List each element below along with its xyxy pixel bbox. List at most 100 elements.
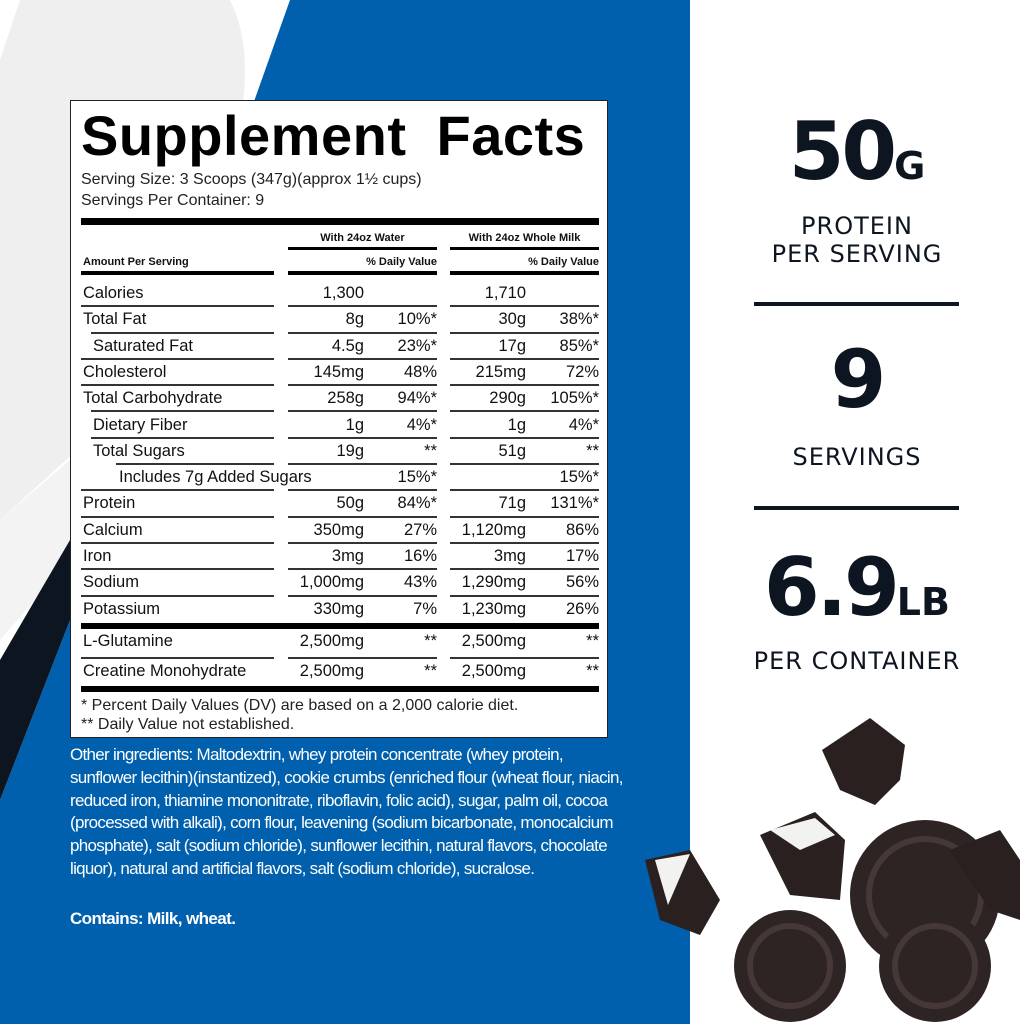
row-divider xyxy=(288,331,437,334)
servings-value: 9 xyxy=(830,333,887,426)
divider xyxy=(288,271,437,275)
amount-milk: 1,290mg xyxy=(461,573,526,592)
dv-header-water: % Daily Value xyxy=(366,256,437,268)
row-divider xyxy=(81,541,274,544)
row-divider xyxy=(450,656,599,659)
row-divider xyxy=(450,568,599,571)
dv-water: 10%* xyxy=(397,310,437,329)
protein-label-2: PER SERVING xyxy=(771,240,943,268)
nutrient-name: Total Carbohydrate xyxy=(83,389,223,408)
amount-milk: 2,500mg xyxy=(461,632,526,650)
row-divider xyxy=(450,384,599,387)
dv-water: 7% xyxy=(413,599,437,618)
nutrient-name: Total Fat xyxy=(83,310,147,329)
divider xyxy=(81,271,274,275)
dv-water: 23%* xyxy=(397,336,437,355)
amount-water: 350mg xyxy=(313,520,364,539)
row-divider xyxy=(450,305,599,308)
row-divider xyxy=(450,489,599,492)
weight-stat: 6.9LB xyxy=(700,548,1014,628)
servings-label: SERVINGS xyxy=(792,443,922,471)
allergen-statement: Contains: Milk, wheat. xyxy=(70,909,236,928)
row-divider xyxy=(288,656,437,659)
nutrient-name: Creatine Monohydrate xyxy=(83,661,247,680)
dv-milk: 72% xyxy=(565,362,599,381)
amount-milk: 290g xyxy=(489,389,526,408)
amount-milk: 17g xyxy=(498,336,526,355)
divider-thick xyxy=(81,218,599,225)
amount-milk: 71g xyxy=(498,494,526,513)
row-divider xyxy=(81,656,274,659)
row-divider xyxy=(450,357,599,360)
row-divider xyxy=(450,541,599,544)
other-ingredients: Other ingredients: Maltodextrin, whey pr… xyxy=(70,745,623,878)
dv-milk: 38%* xyxy=(559,310,599,329)
dv-milk: 131%* xyxy=(550,494,599,513)
navy-stripe xyxy=(0,540,70,800)
row-divider xyxy=(91,410,274,413)
amount-water: 1,300 xyxy=(322,284,364,302)
row-divider xyxy=(288,463,437,466)
protein-unit: G xyxy=(894,144,926,188)
row-divider xyxy=(81,594,274,597)
dv-milk: 26% xyxy=(565,599,599,618)
nutrient-row: Cholesterol 145mg 48% 215mg 72% xyxy=(71,360,609,387)
nutrient-name: Saturated Fat xyxy=(93,336,193,355)
amount-water: 50g xyxy=(336,494,364,513)
amount-water: 1g xyxy=(345,415,364,434)
dv-water: 84%* xyxy=(397,494,437,513)
amount-water: 3mg xyxy=(331,547,364,565)
amount-milk: 51g xyxy=(498,441,526,460)
row-divider xyxy=(450,436,599,439)
amount-water: 258g xyxy=(327,389,364,408)
row-divider xyxy=(288,515,437,518)
nutrient-row: Iron 3mg 16% 3mg 17% xyxy=(71,544,609,571)
divider-thick xyxy=(81,686,599,692)
dv-header-milk: % Daily Value xyxy=(528,256,599,268)
nutrient-name: Potassium xyxy=(83,599,161,618)
cookie-image xyxy=(645,718,1020,1022)
nutrient-name: Protein xyxy=(83,494,136,513)
row-divider xyxy=(91,436,274,439)
row-divider xyxy=(288,436,437,439)
dv-milk: ** xyxy=(586,661,599,680)
nutrient-name: Includes 7g Added Sugars xyxy=(119,468,312,487)
row-divider xyxy=(288,541,437,544)
nutrient-name: L-Glutamine xyxy=(83,632,173,650)
row-divider xyxy=(450,594,599,597)
row-divider xyxy=(288,594,437,597)
nutrient-row: Includes 7g Added Sugars 15%* 15%* xyxy=(71,465,609,492)
nutrient-row: Protein 50g 84%* 71g 131%* xyxy=(71,491,609,518)
dv-water: 48% xyxy=(403,362,437,381)
divider xyxy=(450,247,599,250)
amount-water: 8g xyxy=(345,310,364,329)
nutrient-row: L-Glutamine 2,500mg ** 2,500mg ** xyxy=(71,629,609,659)
dv-milk: 15%* xyxy=(559,468,599,487)
row-divider xyxy=(81,357,274,360)
serving-size: Serving Size: 3 Scoops (347g)(approx 1½ … xyxy=(81,171,422,188)
nutrient-row: Calories 1,300 1,710 xyxy=(71,281,609,308)
footnote-dv: * Percent Daily Values (DV) are based on… xyxy=(81,697,519,714)
nutrient-row: Potassium 330mg 7% 1,230mg 26% xyxy=(71,597,609,623)
nutrient-row: Creatine Monohydrate 2,500mg ** 2,500mg ** xyxy=(71,659,609,689)
dv-milk: ** xyxy=(586,441,599,460)
weight-value: 6.9 xyxy=(764,541,900,634)
dv-milk: 17% xyxy=(565,547,599,565)
nutrient-row: Calcium 350mg 27% 1,120mg 86% xyxy=(71,518,609,544)
dv-water: 16% xyxy=(403,547,437,565)
amount-milk: 1,120mg xyxy=(461,520,526,539)
row-divider xyxy=(450,331,599,334)
label-title: Supplement Facts xyxy=(81,104,586,167)
dv-milk: 56% xyxy=(565,573,599,592)
nutrient-name: Total Sugars xyxy=(93,441,185,460)
row-divider xyxy=(450,515,599,518)
nutrient-row: Total Carbohydrate 258g 94%* 290g 105%* xyxy=(71,386,609,413)
row-divider xyxy=(288,410,437,413)
watermark-shape xyxy=(0,460,70,640)
divider-thick xyxy=(81,623,599,629)
amount-water: 4.5g xyxy=(331,336,364,355)
dv-milk: 85%* xyxy=(559,336,599,355)
divider xyxy=(288,247,437,250)
weight-label: PER CONTAINER xyxy=(753,647,961,675)
amount-per-serving: Amount Per Serving xyxy=(83,256,189,268)
